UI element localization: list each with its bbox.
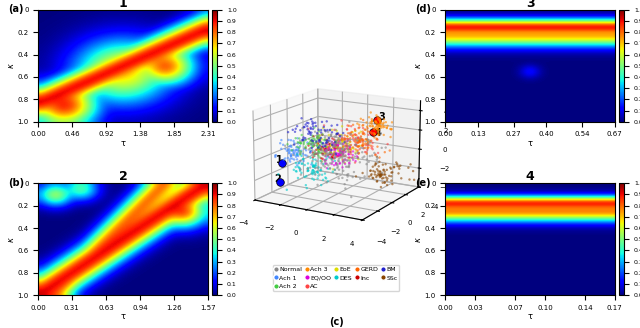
X-axis label: τ: τ (527, 139, 532, 148)
Title: 2: 2 (119, 170, 127, 183)
Y-axis label: κ: κ (414, 237, 423, 242)
X-axis label: τ: τ (120, 139, 125, 148)
Title: 1: 1 (119, 0, 127, 10)
Text: (c): (c) (328, 317, 344, 327)
Text: (d): (d) (415, 4, 431, 14)
Title: 4: 4 (525, 170, 534, 183)
X-axis label: τ: τ (120, 312, 125, 321)
Y-axis label: κ: κ (7, 237, 16, 242)
Y-axis label: κ: κ (7, 63, 16, 68)
Legend: Normal, Ach 1, Ach 2, Ach 3, EQ/OO, AC, EoE, DES, GERD, Inc, BM, SSc: Normal, Ach 1, Ach 2, Ach 3, EQ/OO, AC, … (273, 265, 399, 291)
Text: (b): (b) (8, 178, 24, 188)
X-axis label: τ: τ (527, 312, 532, 321)
Title: 3: 3 (525, 0, 534, 10)
Text: (e): (e) (415, 178, 430, 188)
Text: (a): (a) (8, 4, 24, 14)
Y-axis label: κ: κ (414, 63, 423, 68)
